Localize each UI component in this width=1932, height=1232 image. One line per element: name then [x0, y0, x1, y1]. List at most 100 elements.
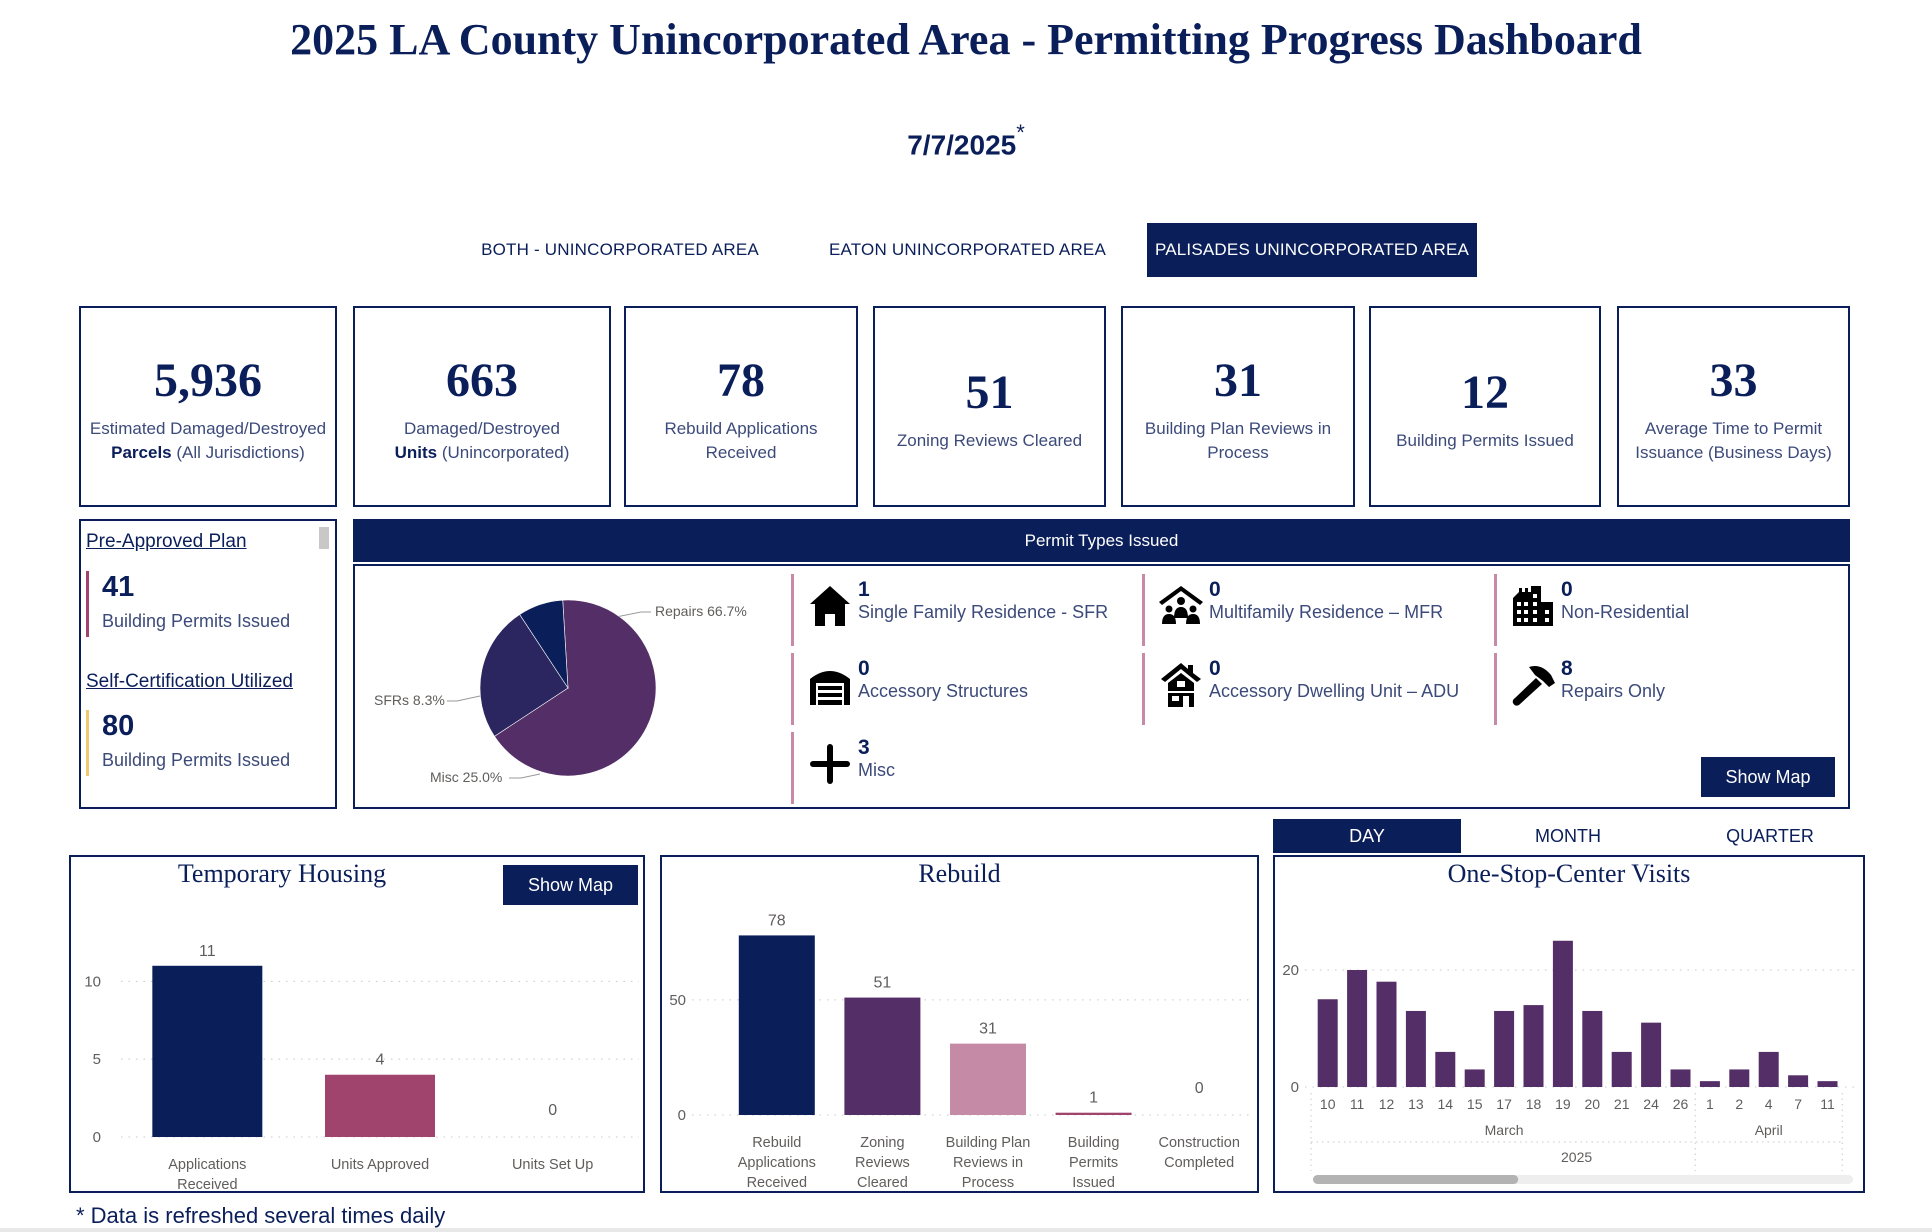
one-stop-center-visits-chart: One-Stop-Center Visits 0 20 10 11 12 13 14 15 17… — [1273, 855, 1865, 1193]
data-label: 0 — [1195, 1080, 1204, 1097]
pre-approved-value: 41 — [102, 571, 135, 603]
x-tick-label: Building Plan — [946, 1135, 1031, 1151]
pie-label: Misc 25.0% — [430, 769, 502, 785]
permit-count: 0 — [1209, 578, 1221, 601]
bar — [1611, 1051, 1632, 1087]
button-label: Show Map — [1725, 766, 1811, 787]
kpi-value: 12 — [1461, 365, 1509, 419]
permit-label: Accessory Structures — [858, 681, 1029, 702]
bar — [1405, 1010, 1426, 1087]
x-tick-label: Building — [1068, 1135, 1120, 1151]
x-tick-label: 18 — [1526, 1096, 1542, 1112]
data-label: 31 — [979, 1021, 997, 1038]
kpi-label-bold: Parcels — [111, 442, 172, 462]
month-label: March — [1485, 1122, 1524, 1138]
tab-eaton-unincorporated[interactable]: EATON UNINCORPORATED AREA — [810, 223, 1125, 277]
x-tick-label: 17 — [1496, 1096, 1512, 1112]
kpi-value: 51 — [965, 365, 1014, 419]
permit-label: Accessory Dwelling Unit – ADU — [1209, 681, 1460, 702]
kpi-label: Building Permits Issued — [1396, 430, 1574, 450]
date-value: 7/7/2025 — [907, 129, 1017, 161]
bar — [950, 1043, 1026, 1115]
bar — [152, 965, 263, 1137]
tab-label: QUARTER — [1726, 825, 1814, 846]
x-tick-label: Reviews in — [953, 1155, 1023, 1171]
x-tick-label: Units Set Up — [512, 1157, 593, 1173]
data-label: 0 — [548, 1102, 557, 1119]
kpi-value: 5,936 — [154, 353, 262, 407]
pre-approved-plan-link[interactable]: Pre-Approved Plan — [86, 531, 247, 552]
data-label: 11 — [199, 943, 216, 960]
x-tick-label: Cleared — [857, 1175, 908, 1191]
permit-types-show-map-button[interactable]: Show Map — [1701, 757, 1835, 797]
x-tick-label: Received — [747, 1175, 807, 1191]
x-tick-label: 11 — [1820, 1096, 1835, 1112]
y-tick-label: 0 — [678, 1107, 686, 1124]
y-tick-label: 10 — [84, 973, 101, 990]
bar — [1699, 1081, 1720, 1087]
self-certification-value: 80 — [102, 710, 135, 742]
kpi-label: Average Time to Permit Issuance (Busines… — [1635, 418, 1832, 462]
date-footnote-marker: * — [1016, 120, 1025, 145]
x-tick-label: 11 — [1350, 1096, 1365, 1112]
permit-label: Single Family Residence - SFR — [858, 602, 1109, 623]
data-label: 1 — [1089, 1090, 1098, 1107]
building-icon — [1513, 586, 1553, 626]
permit-types-panel: Repairs 66.7% Misc 25.0% SFRs 8.3% 1 Single… — [353, 564, 1850, 809]
kpi-average-time: 33 Average Time to Permit Issuance (Busi… — [1617, 306, 1850, 507]
permit-count: 0 — [858, 657, 870, 680]
permit-count: 0 — [1209, 657, 1221, 680]
chart-title: Temporary Housing — [177, 859, 387, 888]
pie-slice-repairs — [494, 599, 657, 777]
bar — [738, 935, 815, 1115]
bar — [1464, 1069, 1485, 1087]
x-tick-label: Permits — [1069, 1155, 1118, 1171]
pie-label: SFRs 8.3% — [374, 692, 445, 708]
temporary-housing-show-map-button[interactable]: Show Map — [503, 865, 638, 905]
bar — [1670, 1069, 1691, 1087]
refresh-footnote: * Data is refreshed several times daily — [76, 1203, 446, 1228]
permit-count: 1 — [858, 578, 870, 601]
self-certification-label: Building Permits Issued — [102, 750, 291, 770]
tab-palisades-unincorporated[interactable]: PALISADES UNINCORPORATED AREA — [1147, 223, 1477, 277]
permit-count: 3 — [858, 736, 870, 759]
bar — [1055, 1112, 1132, 1115]
button-label: Show Map — [527, 874, 614, 895]
panel-scrollbar[interactable] — [319, 527, 329, 549]
data-label: 51 — [874, 975, 892, 992]
bar — [1317, 999, 1338, 1087]
temporary-housing-plot: 0 5 10 11 Applications Received 4 Units Approve… — [84, 943, 639, 1191]
tab-both-unincorporated[interactable]: BOTH - UNINCORPORATED AREA — [470, 223, 770, 277]
bar — [844, 997, 921, 1115]
self-certification-link[interactable]: Self-Certification Utilized — [86, 671, 293, 692]
x-tick-label: Construction — [1158, 1135, 1239, 1151]
x-tick-label: 10 — [1320, 1096, 1336, 1112]
permit-type-accessory: 0 Accessory Structures — [791, 653, 1028, 725]
permit-types-header: Permit Types Issued — [353, 519, 1850, 562]
bar — [1552, 940, 1573, 1087]
tab-label: DAY — [1349, 825, 1385, 846]
x-tick-label: 4 — [1765, 1096, 1773, 1112]
x-tick-label: Units Approved — [331, 1157, 429, 1173]
permit-label: Misc — [858, 760, 895, 781]
page-bottom-divider — [0, 1228, 1932, 1232]
x-tick-label: 26 — [1673, 1096, 1689, 1112]
x-tick-label: 19 — [1555, 1096, 1571, 1112]
permit-type-misc: 3 Misc — [791, 732, 895, 804]
chart-title: One-Stop-Center Visits — [1447, 859, 1691, 888]
bar — [1435, 1051, 1456, 1087]
tab-day[interactable]: DAY — [1273, 819, 1461, 853]
kpi-label-rest: (All Jurisdictions) — [171, 442, 305, 462]
tab-month[interactable]: MONTH — [1473, 819, 1663, 853]
scrollbar-thumb[interactable] — [1313, 1175, 1519, 1184]
y-tick-label: 50 — [669, 992, 686, 1009]
kpi-value: 78 — [717, 353, 765, 407]
plus-icon — [810, 744, 850, 784]
bar — [325, 1074, 435, 1137]
tab-quarter[interactable]: QUARTER — [1675, 819, 1865, 853]
bar — [1729, 1069, 1750, 1087]
x-tick-label: 1 — [1706, 1096, 1714, 1112]
pie-leader-line — [447, 695, 481, 702]
tab-label: BOTH - UNINCORPORATED AREA — [481, 240, 759, 259]
x-tick-label: 14 — [1438, 1096, 1454, 1112]
